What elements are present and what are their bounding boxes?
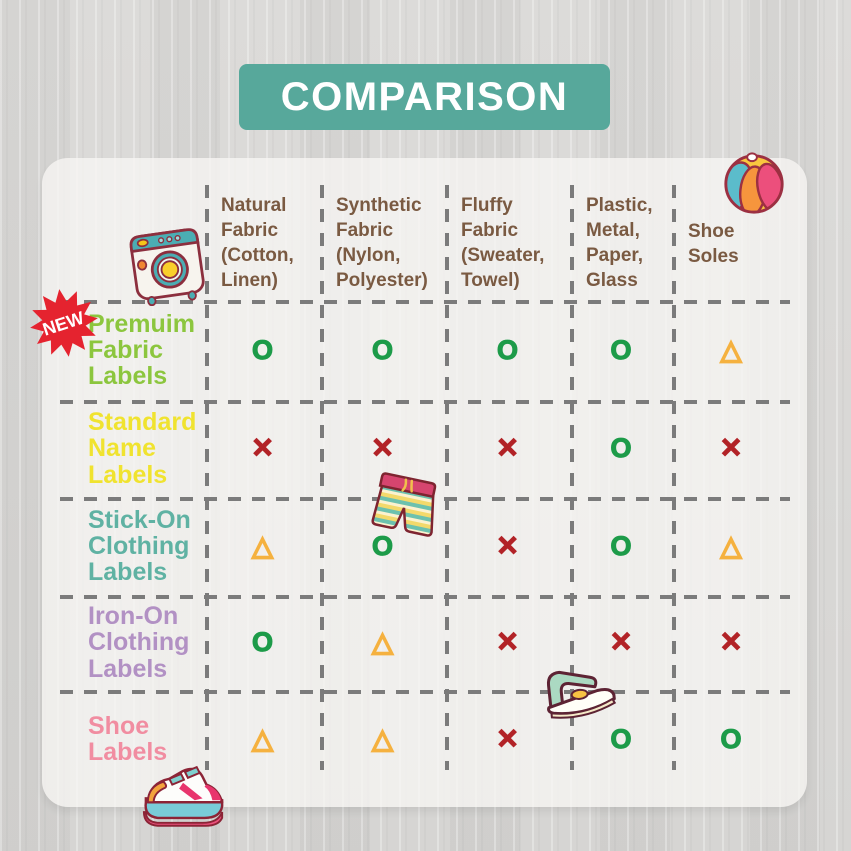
grid-hline: [60, 400, 790, 404]
table-cell: ✕: [205, 400, 320, 497]
grid-hline: [60, 690, 790, 694]
table-cell: O: [570, 400, 672, 497]
table-cell: △: [205, 690, 320, 788]
grid-vline: [570, 185, 574, 770]
cell-mark: ✕: [496, 723, 520, 754]
cell-mark: ✕: [719, 433, 743, 463]
comparison-table: Natural Fabric (Cotton, Linen) Synthetic…: [60, 185, 790, 788]
table-cell: ✕: [672, 595, 790, 690]
row-label: Shoe Labels: [88, 711, 168, 766]
comparison-table-panel: Natural Fabric (Cotton, Linen) Synthetic…: [42, 158, 807, 807]
cell-mark: △: [720, 334, 742, 365]
cell-mark: O: [251, 627, 273, 657]
cell-mark: ✕: [609, 627, 633, 657]
washing-machine-icon: [129, 228, 205, 306]
table-cell: O: [320, 300, 445, 400]
table-cell: O: [320, 497, 445, 595]
column-header: Natural Fabric (Cotton, Linen): [221, 195, 294, 292]
table-cell: O: [570, 497, 672, 595]
cell-mark: ✕: [371, 433, 395, 463]
column-header: Plastic, Metal, Paper, Glass: [586, 195, 653, 292]
table-cell: O: [205, 595, 320, 690]
column-header: Shoe Soles: [688, 221, 739, 268]
new-badge-icon: NEW: [30, 289, 98, 357]
cell-mark: ✕: [719, 627, 743, 657]
cell-mark: △: [252, 723, 274, 754]
table-cell: O: [570, 690, 672, 788]
cell-mark: ✕: [251, 433, 275, 463]
table-cell: O: [205, 300, 320, 400]
table-cell: ✕: [672, 400, 790, 497]
cell-mark: O: [610, 530, 632, 561]
table-cell: ✕: [570, 595, 672, 690]
cell-mark: △: [252, 530, 274, 561]
table-cell: △: [672, 300, 790, 400]
table-cell: O: [672, 690, 790, 788]
table-cell: △: [320, 595, 445, 690]
grid-vline: [320, 185, 324, 770]
cell-mark: O: [251, 334, 273, 365]
table-cell: ✕: [445, 595, 570, 690]
cell-mark: ✕: [496, 627, 520, 657]
row-label: Standard Name Labels: [88, 408, 197, 489]
table-cell: △: [320, 690, 445, 788]
title-banner: COMPARISON: [239, 64, 610, 130]
striped-shorts-icon: [371, 472, 437, 537]
cell-mark: O: [371, 530, 393, 561]
cell-mark: ✕: [496, 433, 520, 463]
grid-vline: [205, 185, 209, 770]
column-header: Fluffy Fabric (Sweater, Towel): [461, 195, 545, 292]
cell-mark: △: [720, 530, 742, 561]
grid-hline: [60, 595, 790, 599]
grid-vline: [672, 185, 676, 770]
table-cell: ✕: [320, 400, 445, 497]
cell-mark: O: [610, 334, 632, 365]
sneaker-icon: [142, 765, 224, 827]
cell-mark: △: [372, 723, 394, 754]
row-label: Premuim Fabric Labels: [88, 309, 195, 391]
cell-mark: O: [720, 723, 742, 754]
cell-mark: O: [610, 433, 632, 463]
row-label: Stick-On Clothing Labels: [88, 505, 191, 587]
column-header: Synthetic Fabric (Nylon, Polyester): [336, 195, 428, 292]
table-cell: O: [570, 300, 672, 400]
cell-mark: O: [496, 334, 518, 365]
row-label: Iron-On Clothing Labels: [88, 602, 190, 683]
cell-mark: ✕: [496, 530, 520, 561]
grid-hline: [60, 300, 790, 304]
table-cell: △: [205, 497, 320, 595]
grid-vline: [445, 185, 449, 770]
table-cell: ✕: [445, 690, 570, 788]
clothes-iron-icon: [546, 670, 617, 719]
beach-ball-icon: [724, 152, 784, 214]
table-cell: ✕: [445, 497, 570, 595]
table-cell: O: [445, 300, 570, 400]
table-cell: △: [672, 497, 790, 595]
cell-mark: △: [372, 627, 394, 657]
cell-mark: O: [610, 723, 632, 754]
page-title: COMPARISON: [280, 74, 569, 119]
cell-mark: O: [371, 334, 393, 365]
table-cell: ✕: [445, 400, 570, 497]
